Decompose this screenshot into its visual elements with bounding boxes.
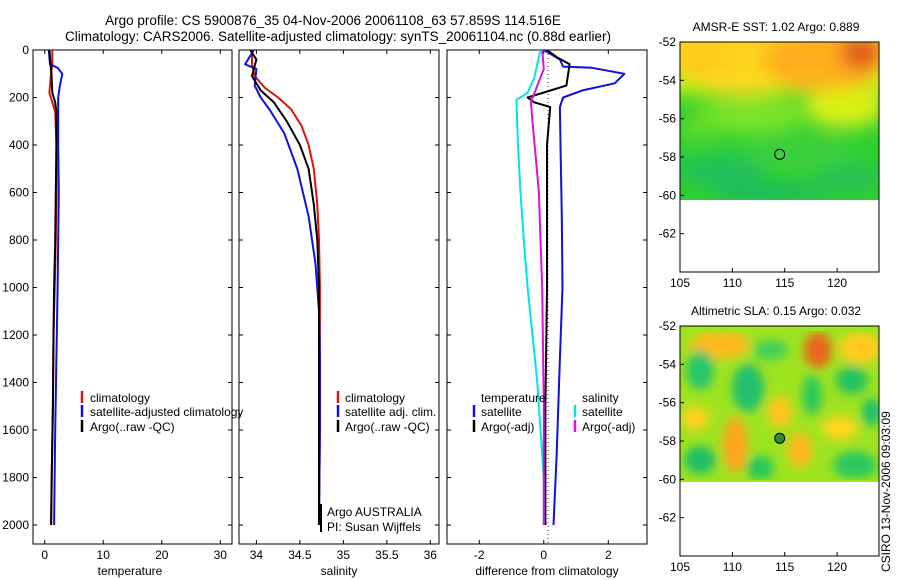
temperature-x-tick-label: 20 — [155, 548, 169, 562]
legend-label-argo: Argo(..raw -QC) — [90, 420, 175, 434]
sla-argo-position-marker — [774, 432, 786, 444]
sla-map-panel: Altimetric SLA: 0.15 Argo: 0.032 — [659, 304, 880, 574]
depth-tick-label: 1800 — [2, 471, 29, 485]
map-lon-tick-label: 120 — [827, 276, 847, 290]
salinity-x-tick-label: 34.5 — [288, 548, 312, 562]
map-lat-tick-label: -56 — [659, 112, 677, 126]
difference-x-ticks: -2 0 2 — [474, 50, 612, 562]
map-lat-tick-label: -52 — [659, 35, 677, 49]
depth-tick-label: 600 — [9, 186, 29, 200]
title-line-2: Climatology: CARS2006. Satellite-adjuste… — [65, 29, 611, 44]
sst-argo-position-marker — [774, 148, 786, 160]
credit-footer: CSIRO 13-Nov-2006 09:03:09 — [879, 411, 893, 572]
map-lat-tick-label: -60 — [659, 472, 677, 486]
difference-x-tick-label: -2 — [474, 548, 485, 562]
legend-label-climatology: climatology — [90, 391, 150, 405]
legend-label-temp-argo: Argo(-adj) — [481, 420, 534, 434]
depth-tick-label: 800 — [9, 233, 29, 247]
depth-tick-label: 400 — [9, 138, 29, 152]
salinity-axes-frame — [238, 49, 440, 545]
map-lat-tick-label: -62 — [659, 511, 677, 525]
salinity-x-label: salinity — [321, 564, 358, 578]
depth-tick-label: 1600 — [2, 423, 29, 437]
map-lat-tick-label: -56 — [659, 396, 677, 410]
map-lat-tick-label: -58 — [659, 434, 677, 448]
map-lon-tick-label: 115 — [775, 276, 794, 290]
map-lat-tick-label: -52 — [659, 319, 677, 333]
map-lat-tick-label: -58 — [659, 150, 677, 164]
difference-series-salinity-satellite — [515, 49, 545, 525]
salinity-panel: 34 34.5 35 35.5 36 salinity climatology sate… — [238, 49, 440, 578]
salinity-x-tick-label: 36 — [424, 548, 438, 562]
salinity-series-argo-raw-qc — [249, 49, 320, 525]
salinity-x-tick-label: 35.5 — [375, 548, 399, 562]
difference-x-tick-label: 0 — [540, 548, 547, 562]
salinity-legend: climatology satellite adj. clim. Argo(..… — [336, 391, 436, 434]
map-lon-tick-label: 105 — [670, 276, 690, 290]
temperature-x-ticks: 0 10 20 30 — [41, 50, 227, 562]
depth-tick-label: 200 — [9, 91, 29, 105]
sst-map-panel: AMSR-E SST: 1.02 Argo: 0.889 105 110 115 12… — [659, 20, 880, 290]
map-lat-tick-label: -60 — [659, 188, 677, 202]
legend-label-climatology: climatology — [345, 391, 405, 405]
temperature-axes-frame — [32, 49, 233, 545]
difference-legend: temperature satellite Argo(-adj) salinit… — [472, 391, 635, 434]
depth-tick-label: 0 — [22, 43, 29, 57]
legend-label-satellite-adjusted: satellite-adjusted climatology — [90, 405, 243, 419]
map-lon-tick-label: 105 — [670, 560, 690, 574]
temperature-panel: 0 200 400 600 800 1000 1200 1400 1600 1800 2000 0 1… — [2, 43, 243, 578]
salinity-lines — [244, 49, 321, 526]
legend-label-satellite-adj: satellite adj. clim. — [345, 405, 436, 419]
temperature-series-satellite-adjusted-climatology — [47, 49, 64, 526]
sla-map-title: Altimetric SLA: 0.15 Argo: 0.032 — [691, 304, 861, 318]
sst-map-title: AMSR-E SST: 1.02 Argo: 0.889 — [693, 20, 860, 34]
difference-lines — [515, 49, 626, 526]
salinity-x-tick-label: 35 — [337, 548, 351, 562]
temperature-series-argo-raw-qc — [48, 49, 58, 526]
difference-y-ticks — [447, 49, 647, 526]
depth-tick-label: 2000 — [2, 518, 29, 532]
pi-label: PI: Susan Wijffels — [327, 520, 421, 534]
map-lon-tick-label: 110 — [723, 560, 742, 574]
legend-title-temperature: temperature — [481, 391, 546, 405]
temperature-legend: climatology satellite-adjusted climatolo… — [80, 391, 243, 434]
title-line-1: Argo profile: CS 5900876_35 04-Nov-2006 … — [105, 13, 561, 28]
salinity-y-ticks — [239, 49, 439, 526]
sla-heatmap — [680, 326, 879, 482]
depth-tick-label: 1000 — [2, 281, 29, 295]
sla-map-ticks: 105 110 115 120 -52 -54 -56 -58 -60 -62 — [659, 319, 848, 574]
map-lat-tick-label: -54 — [659, 73, 677, 87]
depth-tick-label: 1400 — [2, 376, 29, 390]
sst-heatmap — [680, 42, 879, 200]
sst-map-ticks: 105 110 115 120 -52 -54 -56 -58 -60 -62 — [659, 35, 848, 290]
temperature-x-tick-label: 0 — [41, 548, 48, 562]
difference-series-temperature-satellite — [543, 49, 626, 526]
difference-x-tick-label: 2 — [605, 548, 612, 562]
difference-x-label: difference from climatology — [475, 564, 618, 578]
difference-panel: -2 0 2 difference from climatology tempera… — [446, 49, 648, 578]
legend-label-sal-argo: Argo(-adj) — [582, 420, 635, 434]
difference-series-temperature-argo-adj — [526, 49, 571, 525]
map-lat-tick-label: -54 — [659, 357, 677, 371]
legend-label-argo: Argo(..raw -QC) — [345, 420, 430, 434]
salinity-series-satellite-adj-clim — [244, 49, 321, 526]
map-lon-tick-label: 115 — [775, 560, 794, 574]
salinity-x-ticks: 34 34.5 35 35.5 36 — [250, 50, 438, 562]
temperature-x-tick-label: 10 — [97, 548, 111, 562]
temperature-lines — [47, 49, 64, 526]
map-lon-tick-label: 110 — [723, 276, 742, 290]
legend-label-temp-satellite: satellite — [481, 405, 522, 419]
temperature-y-ticks: 0 200 400 600 800 1000 1200 1400 1600 1800 2000 — [2, 43, 232, 532]
map-lat-tick-label: -62 — [659, 227, 677, 241]
map-lon-tick-label: 120 — [827, 560, 847, 574]
legend-label-sal-satellite: satellite — [582, 405, 623, 419]
legend-title-salinity: salinity — [582, 391, 619, 405]
temperature-x-label: temperature — [98, 564, 163, 578]
argo-australia-label: Argo AUSTRALIA — [327, 505, 422, 519]
depth-tick-label: 1200 — [2, 328, 29, 342]
temperature-x-tick-label: 30 — [214, 548, 228, 562]
difference-series-salinity-argo-adj — [529, 49, 545, 525]
salinity-x-tick-label: 34 — [250, 548, 264, 562]
